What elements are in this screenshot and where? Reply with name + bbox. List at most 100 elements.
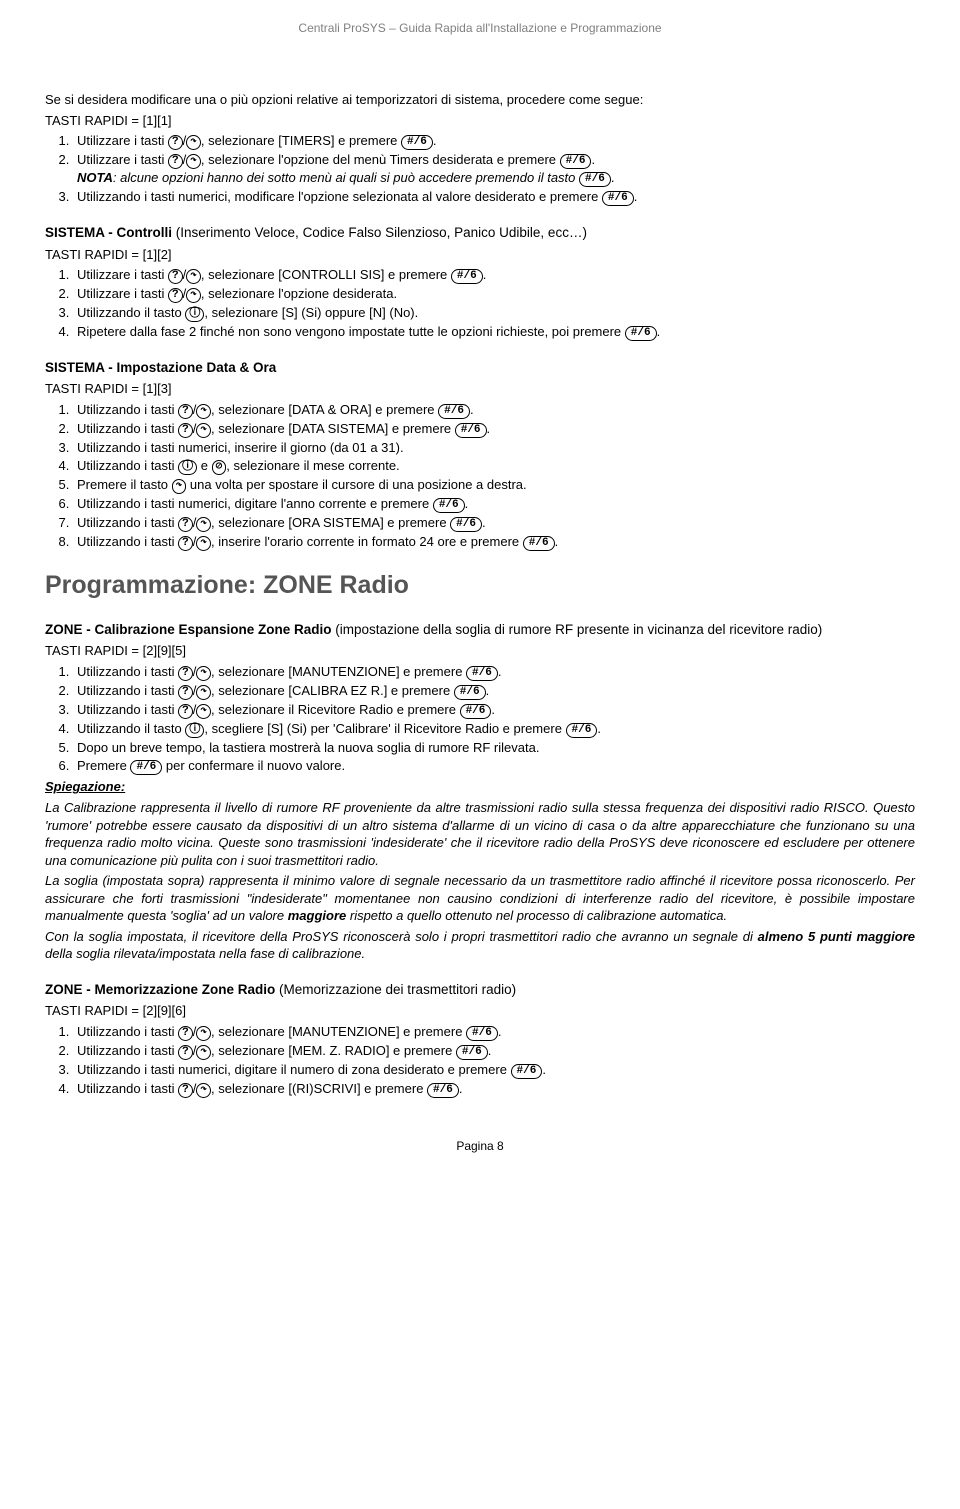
list-item: Utilizzando i tasti ?/↷, selezionare [MA… <box>73 1023 915 1041</box>
text: , selezionare l'opzione del menù Timers … <box>201 152 560 167</box>
list-item: Utilizzando i tasti numerici, digitare i… <box>73 1061 915 1079</box>
list-item: Premere #/6 per confermare il nuovo valo… <box>73 757 915 775</box>
text: Utilizzare i tasti <box>77 133 168 148</box>
list-item: Utilizzando i tasti ?/↷, selezionare [CA… <box>73 682 915 700</box>
bold-text: maggiore <box>288 908 347 923</box>
hash-key-icon: #/6 <box>566 723 598 738</box>
up-key-icon: ? <box>178 1083 193 1098</box>
up-key-icon: ? <box>178 423 193 438</box>
hash-key-icon: #/6 <box>466 1026 498 1041</box>
spiegazione-p1: La Calibrazione rappresenta il livello d… <box>45 799 915 869</box>
text: una volta per spostare il cursore di una… <box>186 477 526 492</box>
up-key-icon: ? <box>178 666 193 681</box>
section-title-calib: ZONE - Calibrazione Espansione Zone Radi… <box>45 621 915 639</box>
text: Utilizzando i tasti <box>77 421 178 436</box>
memo-steps: Utilizzando i tasti ?/↷, selezionare [MA… <box>45 1023 915 1098</box>
spiegazione-p3: Con la soglia impostata, il ricevitore d… <box>45 928 915 963</box>
text: per confermare il nuovo valore. <box>162 758 345 773</box>
hash-key-icon: #/6 <box>523 536 555 551</box>
section-title-memo: ZONE - Memorizzazione Zone Radio (Memori… <box>45 981 915 999</box>
hash-key-icon: #/6 <box>438 404 470 419</box>
down-key-icon: ↷ <box>186 288 201 303</box>
down-key-icon: ↷ <box>196 1045 211 1060</box>
tasti-rapidi: TASTI RAPIDI = [2][9][6] <box>45 1002 915 1020</box>
text: , selezionare l'opzione desiderata. <box>201 286 397 301</box>
text: Utilizzando i tasti <box>77 402 178 417</box>
down-key-icon: ↷ <box>172 479 187 494</box>
text: Utilizzando i tasti <box>77 458 178 473</box>
title-text: ZONE - Calibrazione Espansione Zone Radi… <box>45 622 335 637</box>
hash-key-icon: #/6 <box>625 326 657 341</box>
down-key-icon: ↷ <box>196 704 211 719</box>
hash-key-icon: #/6 <box>511 1064 543 1079</box>
text: , selezionare [DATA SISTEMA] e premere <box>211 421 455 436</box>
up-key-icon: ? <box>168 269 183 284</box>
text: Utilizzando i tasti <box>77 1043 178 1058</box>
text: Utilizzare i tasti <box>77 267 168 282</box>
list-item: Utilizzare i tasti ?/↷, selezionare [TIM… <box>73 132 915 150</box>
list-item: Utilizzando i tasti ?/↷, inserire l'orar… <box>73 533 915 551</box>
down-key-icon: ↷ <box>196 1083 211 1098</box>
text: , selezionare [TIMERS] e premere <box>201 133 401 148</box>
up-key-icon: ? <box>178 1045 193 1060</box>
hash-key-icon: #/6 <box>456 1045 488 1060</box>
hash-key-icon: #/6 <box>451 269 483 284</box>
text: e <box>197 458 211 473</box>
text: Utilizzare i tasti <box>77 152 168 167</box>
intro-line1: Se si desidera modificare una o più opzi… <box>45 91 915 109</box>
up-key-icon: ? <box>178 685 193 700</box>
hash-key-icon: #/6 <box>466 666 498 681</box>
text: Utilizzando i tasti <box>77 683 178 698</box>
hash-key-icon: #/6 <box>455 423 487 438</box>
text: Utilizzando i tasti <box>77 664 178 679</box>
intro-steps: Utilizzare i tasti ?/↷, selezionare [TIM… <box>45 132 915 206</box>
tasti-rapidi: TASTI RAPIDI = [1][2] <box>45 246 915 264</box>
up-key-icon: ? <box>178 517 193 532</box>
list-item: Utilizzando i tasti ?/↷, selezionare [OR… <box>73 514 915 532</box>
list-item: Utilizzando i tasti ?/↷, selezionare [DA… <box>73 401 915 419</box>
intro-line2: TASTI RAPIDI = [1][1] <box>45 112 915 130</box>
hash-key-icon: #/6 <box>450 517 482 532</box>
up-key-icon: ? <box>168 154 183 169</box>
up-key-icon: ? <box>178 536 193 551</box>
text: Utilizzando i tasti <box>77 702 178 717</box>
list-item: Utilizzando il tasto ⓘ, scegliere [S] (S… <box>73 720 915 738</box>
text: della soglia rilevata/impostata nella fa… <box>45 946 365 961</box>
text: Utilizzando i tasti numerici, digitare i… <box>77 1062 511 1077</box>
list-item: Utilizzare i tasti ?/↷, selezionare l'op… <box>73 285 915 303</box>
text: Con la soglia impostata, il ricevitore d… <box>45 929 758 944</box>
text: , selezionare [MEM. Z. RADIO] e premere <box>211 1043 456 1058</box>
hash-key-icon: #/6 <box>433 498 465 513</box>
page-header: Centrali ProSYS – Guida Rapida all'Insta… <box>45 20 915 36</box>
text: Premere <box>77 758 130 773</box>
text: Utilizzare i tasti <box>77 286 168 301</box>
subtitle-text: (Memorizzazione dei trasmettitori radio) <box>279 982 516 997</box>
text: Utilizzando i tasti numerici, modificare… <box>77 189 602 204</box>
list-item: Utilizzando i tasti numerici, modificare… <box>73 188 915 206</box>
byp-key-icon: ⊘ <box>212 460 227 475</box>
section-title-dataora: SISTEMA - Impostazione Data & Ora <box>45 359 915 377</box>
down-key-icon: ↷ <box>196 685 211 700</box>
text: , selezionare [S] (Si) oppure [N] (No). <box>204 305 418 320</box>
text: Utilizzando il tasto <box>77 305 185 320</box>
list-item: Utilizzando i tasti ?/↷, selezionare [DA… <box>73 420 915 438</box>
stat-key-icon: ⓘ <box>185 307 204 322</box>
tasti-rapidi: TASTI RAPIDI = [1][3] <box>45 380 915 398</box>
spiegazione-p2: La soglia (impostata sopra) rappresenta … <box>45 872 915 925</box>
text: , selezionare [DATA & ORA] e premere <box>211 402 438 417</box>
controlli-steps: Utilizzare i tasti ?/↷, selezionare [CON… <box>45 266 915 341</box>
text: , selezionare [CALIBRA EZ R.] e premere <box>211 683 454 698</box>
text: , selezionare [MANUTENZIONE] e premere <box>211 1024 466 1039</box>
down-key-icon: ↷ <box>196 666 211 681</box>
title-text: SISTEMA - Controlli <box>45 225 176 240</box>
list-item: Premere il tasto ↷ una volta per spostar… <box>73 476 915 494</box>
hash-key-icon: #/6 <box>560 154 592 169</box>
list-item: Utilizzando i tasti numerici, inserire i… <box>73 439 915 457</box>
down-key-icon: ↷ <box>186 135 201 150</box>
hash-key-icon: #/6 <box>454 685 486 700</box>
page-footer: Pagina 8 <box>45 1138 915 1154</box>
down-key-icon: ↷ <box>196 517 211 532</box>
list-item: Utilizzando i tasti ?/↷, selezionare [ME… <box>73 1042 915 1060</box>
stat-key-icon: ⓘ <box>185 723 204 738</box>
text: , selezionare [(RI)SCRIVI] e premere <box>211 1081 427 1096</box>
